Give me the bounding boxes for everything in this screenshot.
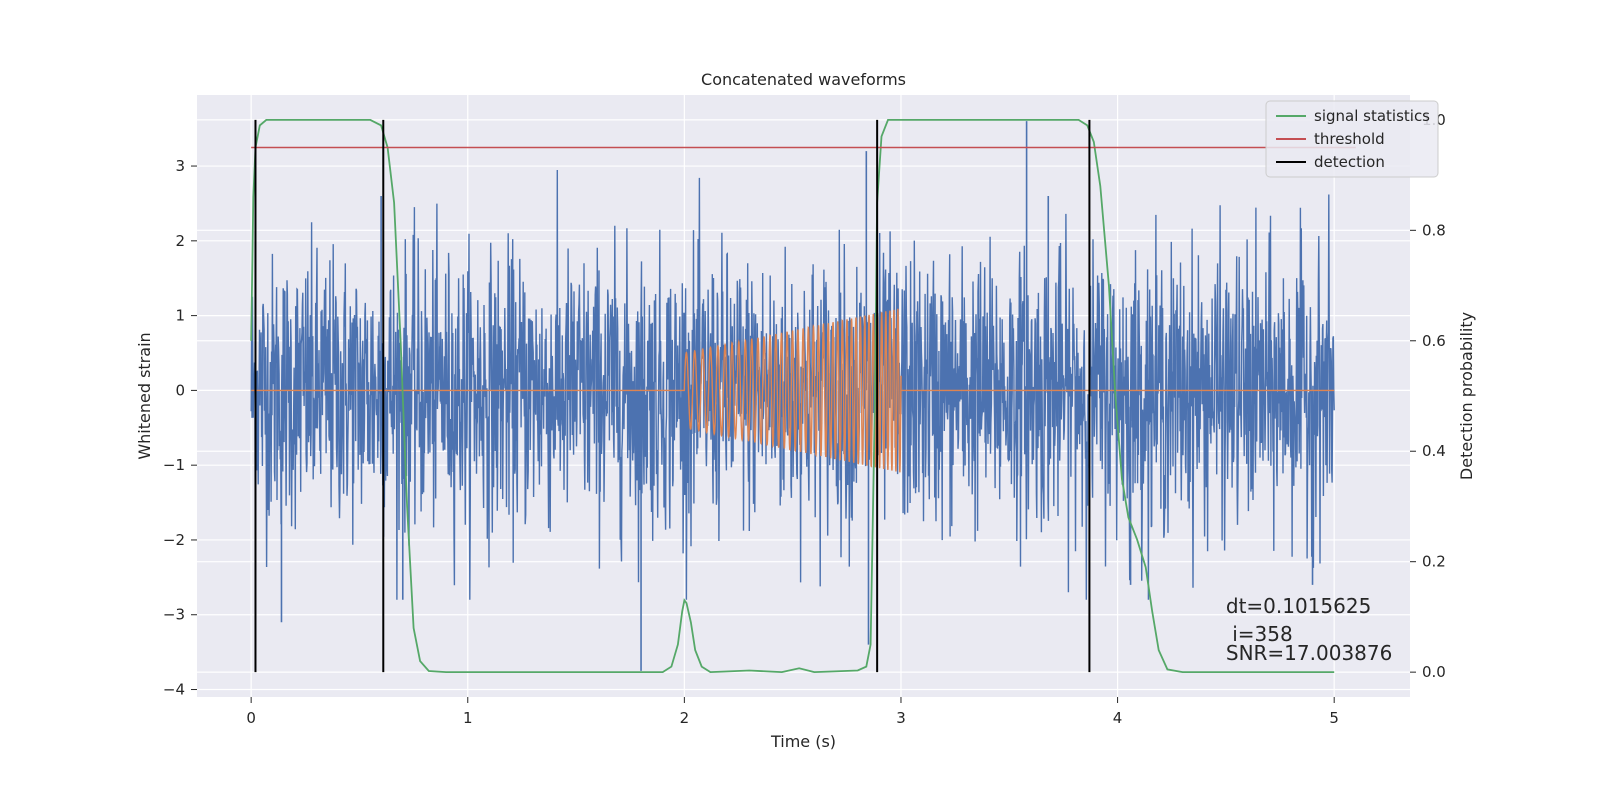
y-tick-label: 3 <box>175 157 185 175</box>
x-tick-label: 4 <box>1113 709 1123 727</box>
annotation-i: i=358 <box>1225 622 1293 646</box>
legend-label-signal-statistics: signal statistics <box>1314 107 1430 125</box>
legend-box <box>1265 100 1439 178</box>
series-signal-statistics <box>250 119 1335 674</box>
y-right-tick-label: 0.4 <box>1422 442 1446 460</box>
y-tick-label: 1 <box>175 307 185 325</box>
x-tick-label: 1 <box>463 709 473 727</box>
y-tick-label: −4 <box>163 681 185 699</box>
y-tick-label: −1 <box>163 456 185 474</box>
x-tick-label: 0 <box>246 709 256 727</box>
y-right-tick-label: 0.2 <box>1422 553 1446 571</box>
x-tick-label: 2 <box>680 709 690 727</box>
y-tick-label: 2 <box>175 232 185 250</box>
series-injection <box>251 308 1335 473</box>
chart-title: Concatenated waveforms <box>701 70 906 89</box>
y-right-tick-label: 0.0 <box>1422 663 1446 681</box>
y-right-tick-label: 0.8 <box>1422 221 1446 239</box>
y-tick-label: 0 <box>175 381 185 399</box>
y-tick-label: −3 <box>163 606 185 624</box>
legend-label-threshold: threshold <box>1314 130 1385 148</box>
legend-label-detection: detection <box>1314 153 1385 171</box>
y-axis-right-label: Detection probability <box>1457 312 1476 480</box>
y-axis-label: Whitened strain <box>135 332 154 459</box>
x-tick-label: 3 <box>896 709 906 727</box>
y-right-tick-label: 0.6 <box>1422 332 1446 350</box>
y-tick-label: −2 <box>163 531 185 549</box>
x-axis-label: Time (s) <box>770 732 836 751</box>
annotation-dt: dt=0.1015625 <box>1225 594 1372 618</box>
annotation-snr: SNR=17.003876 <box>1225 641 1393 665</box>
series-layer <box>250 119 1356 674</box>
x-tick-label: 5 <box>1329 709 1339 727</box>
legend: signal statistics threshold detection <box>1265 100 1439 178</box>
series-strain <box>250 169 1335 600</box>
